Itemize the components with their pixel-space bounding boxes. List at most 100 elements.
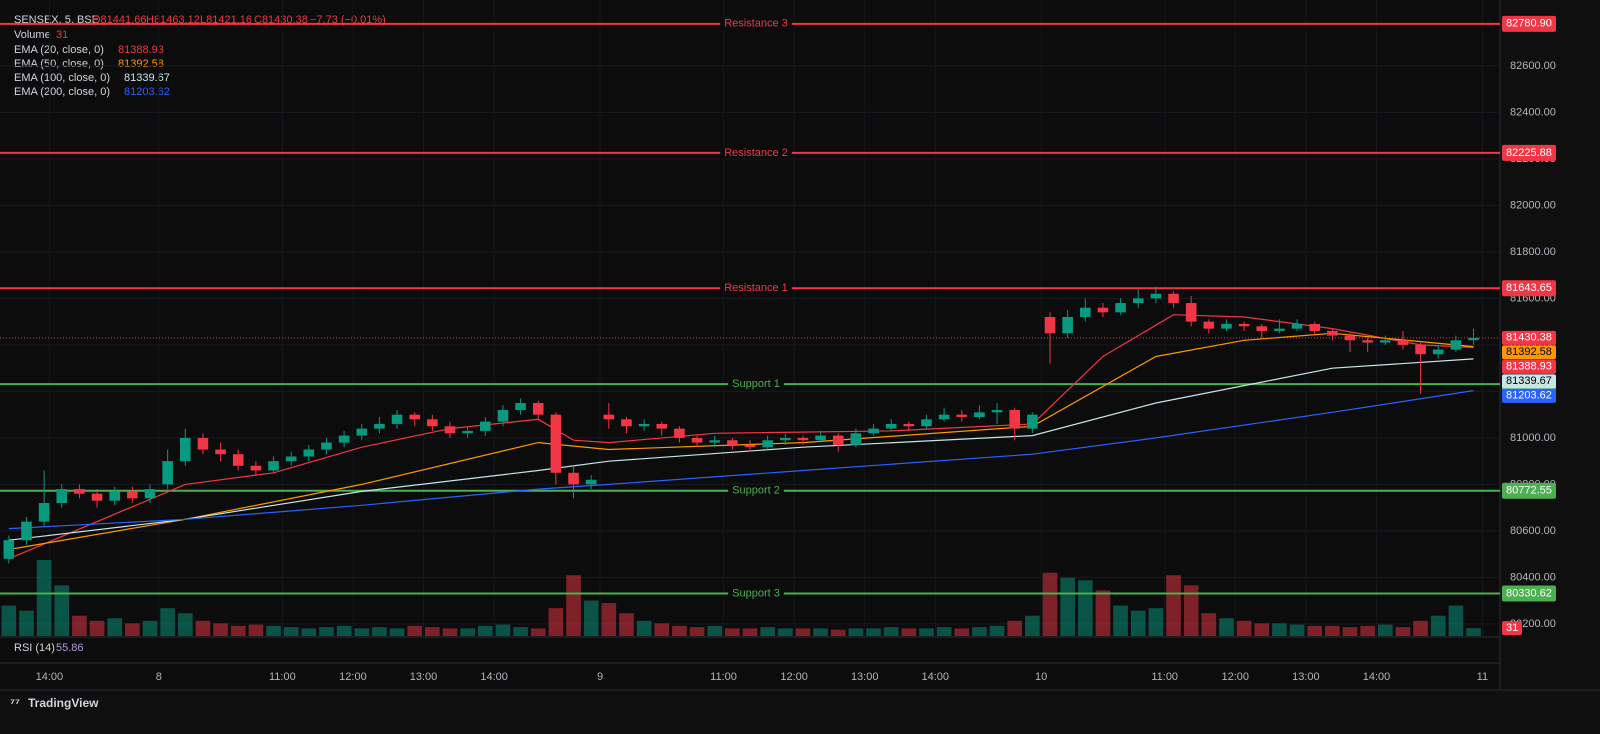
x-tick-label: 9 — [597, 671, 603, 683]
legend-entry: EMA (100, close, 0) — [14, 72, 110, 84]
volume-bar — [213, 623, 228, 636]
level-name: Resistance 1 — [724, 282, 788, 294]
level-name-bg — [720, 282, 792, 295]
volume-bar — [742, 628, 758, 636]
candle-body — [391, 414, 403, 424]
volume-tag-label: 31 — [1506, 622, 1518, 634]
candle-body — [56, 489, 68, 504]
brand-name: TradingView — [28, 696, 99, 710]
candle-body — [1415, 344, 1426, 355]
volume-bar — [1466, 628, 1481, 636]
volume-bar — [672, 625, 687, 636]
price-tag — [1502, 388, 1556, 403]
candle-body — [1362, 340, 1373, 343]
candle-body — [709, 440, 720, 443]
candle-body — [1468, 337, 1479, 341]
y-tick-label: 82000.00 — [1510, 199, 1556, 211]
x-tick-label: 11:00 — [269, 671, 296, 683]
x-tick-label: 11 — [1477, 671, 1488, 683]
x-tick-label: 11:00 — [1151, 671, 1178, 683]
candle-body — [974, 412, 985, 417]
volume-bar — [777, 628, 793, 636]
candle-body — [568, 472, 579, 485]
volume-bar — [477, 625, 493, 636]
level-tag-label: 82225.88 — [1506, 147, 1552, 159]
ema-line — [8, 390, 1474, 530]
level-tag-label: 80330.62 — [1506, 587, 1552, 599]
price-tag — [1502, 345, 1556, 360]
ema-line — [8, 314, 1474, 560]
level-name: Support 1 — [732, 378, 780, 390]
volume-bar — [248, 624, 264, 636]
volume-bar — [19, 610, 34, 636]
volume-bar — [177, 613, 193, 636]
volume-bar — [36, 560, 52, 636]
candle-body — [1044, 317, 1056, 334]
candle-body — [603, 414, 615, 420]
volume-bar — [1254, 623, 1270, 636]
y-tick-label: 82600.00 — [1510, 60, 1556, 72]
rsi-value: 55.86 — [56, 642, 84, 654]
candle-body — [1009, 410, 1020, 429]
candle-body — [515, 403, 526, 411]
y-tick-label: 81000.00 — [1510, 432, 1556, 444]
volume-bar — [283, 627, 299, 636]
volume-value: 31 — [56, 29, 68, 41]
candle-body — [338, 435, 350, 443]
candle-body — [1185, 303, 1197, 322]
price-tag — [1502, 330, 1556, 345]
candle-body — [1168, 293, 1179, 304]
volume-bar — [372, 627, 387, 636]
volume-bar — [54, 585, 70, 636]
candle-body — [162, 461, 173, 485]
volume-bar — [89, 620, 105, 636]
legend-entry: EMA (200, close, 0) — [14, 86, 110, 98]
legend-entry: EMA (20, close, 0) — [14, 44, 104, 56]
candle-body — [356, 428, 368, 436]
x-tick-label: 14:00 — [480, 671, 508, 683]
volume-bar — [901, 628, 917, 636]
volume-bar — [795, 628, 811, 636]
volume-bar — [160, 608, 175, 636]
brand-logo: ⁷⁷ — [10, 696, 20, 710]
y-tick-label: 80400.00 — [1510, 571, 1556, 583]
candle-body — [250, 465, 262, 471]
candle-body — [885, 423, 897, 429]
x-tick-label: 12:00 — [1222, 671, 1250, 683]
volume-bar — [1113, 605, 1128, 636]
volume-bar — [1130, 610, 1146, 636]
candle-body — [656, 423, 668, 429]
candle-body — [285, 456, 297, 462]
candle-body — [444, 426, 456, 434]
price-tag-label: 81203.62 — [1506, 390, 1552, 402]
candle-body — [1132, 298, 1144, 304]
x-tick-label: 14:00 — [36, 671, 64, 683]
candle-body — [868, 428, 879, 434]
volume-bar — [989, 625, 1005, 636]
candle-body — [197, 437, 209, 450]
candle-body — [321, 442, 332, 450]
volume-bar — [972, 627, 987, 636]
candle-body — [74, 489, 85, 494]
candle-body — [1221, 323, 1232, 329]
candle-body — [903, 423, 915, 427]
candle-body — [762, 440, 773, 448]
level-tag-label: 82780.90 — [1506, 18, 1552, 30]
candle-body — [1027, 414, 1038, 429]
candle-body — [1115, 303, 1126, 313]
candle-body — [1432, 349, 1444, 355]
volume-bar — [530, 628, 546, 636]
volume-bar — [813, 628, 828, 636]
rsi-label: RSI (14) — [14, 642, 55, 654]
volume-bar — [354, 628, 370, 636]
volume-bar — [1077, 580, 1093, 636]
candle-body — [497, 410, 509, 422]
volume-bar — [407, 625, 423, 636]
volume-bar — [125, 623, 140, 636]
volume-bar — [230, 625, 246, 636]
legend-value: 81388.93 — [118, 44, 164, 56]
candle-body — [109, 491, 120, 501]
candle-body — [832, 435, 844, 445]
ema-line — [8, 358, 1474, 541]
